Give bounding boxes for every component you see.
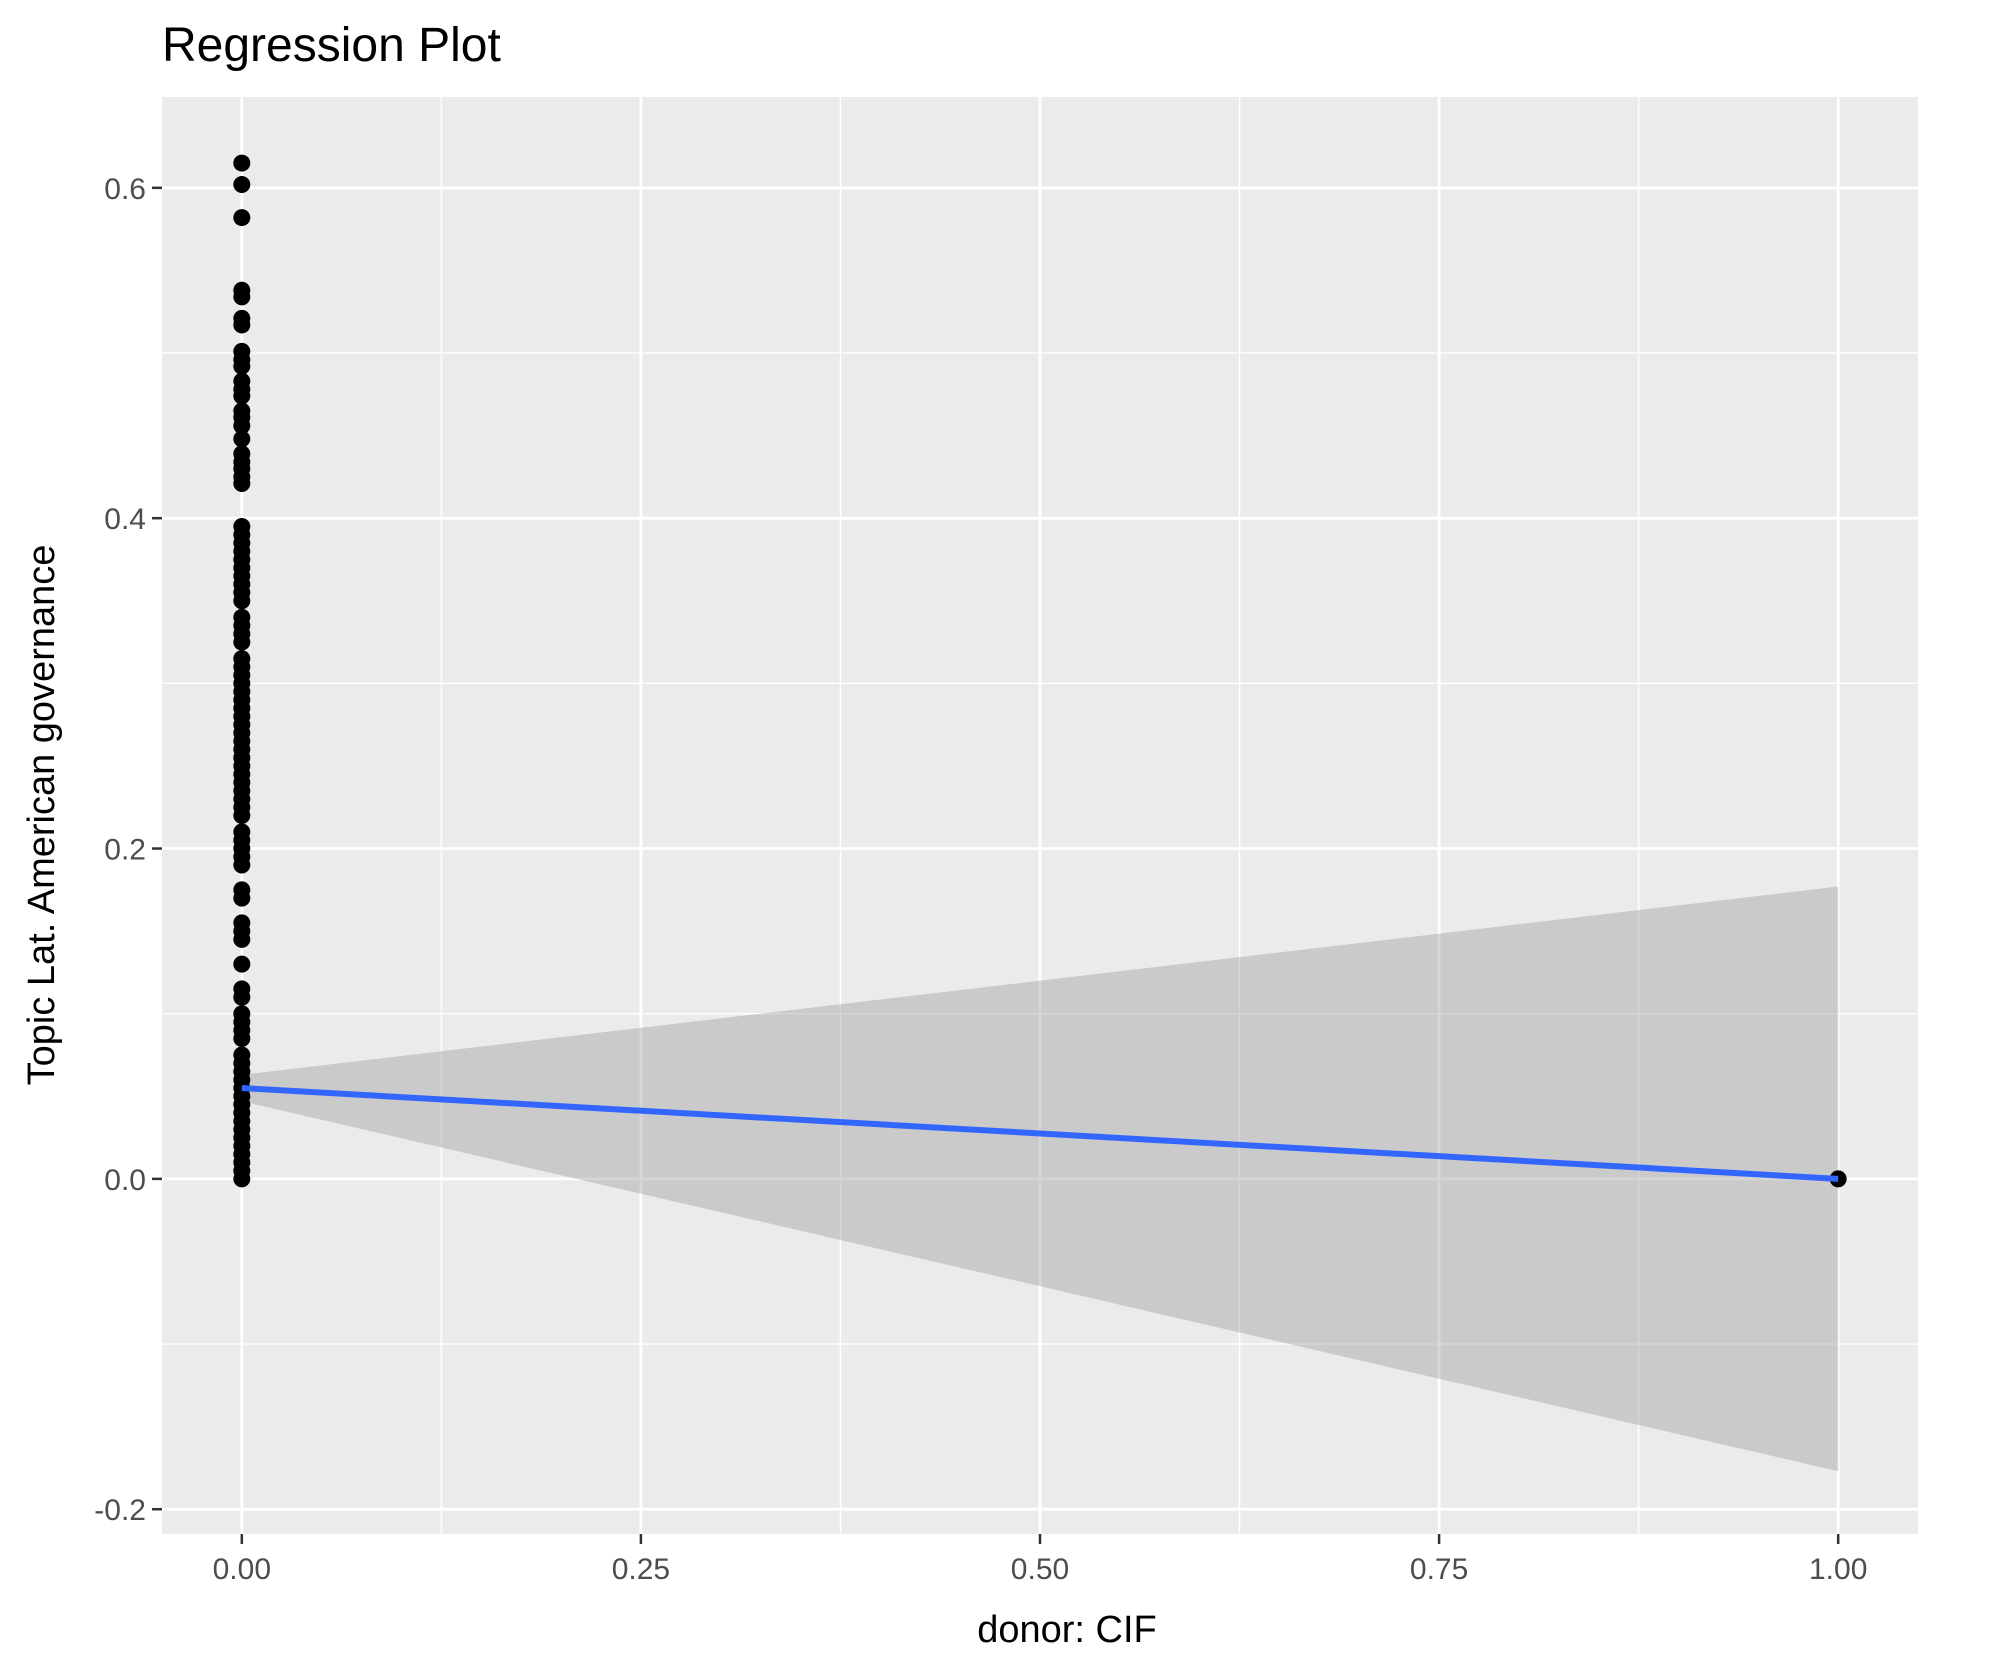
data-point bbox=[233, 417, 251, 435]
x-axis-title: donor: CIF bbox=[977, 1609, 1157, 1651]
data-point bbox=[233, 316, 251, 334]
data-points bbox=[233, 154, 1847, 1188]
x-tick-label: 1.00 bbox=[1809, 1553, 1867, 1586]
data-point bbox=[233, 889, 251, 907]
data-point bbox=[233, 930, 251, 948]
data-point bbox=[233, 988, 251, 1006]
data-point bbox=[233, 357, 251, 375]
data-point bbox=[233, 288, 251, 306]
y-axis-title: Topic Lat. American governance bbox=[21, 545, 63, 1086]
confidence-band-area bbox=[241, 886, 1839, 1472]
data-point bbox=[233, 633, 251, 651]
data-point bbox=[233, 807, 251, 824]
data-point bbox=[233, 176, 251, 194]
x-axis: 0.00 0.25 0.50 0.75 1.00 bbox=[213, 1534, 1867, 1586]
data-point bbox=[233, 154, 251, 172]
chart-title: Regression Plot bbox=[162, 19, 501, 72]
plot-panel bbox=[162, 97, 1918, 1534]
data-point bbox=[233, 475, 251, 493]
data-point bbox=[233, 955, 251, 973]
y-tick-label: 0.6 bbox=[104, 173, 146, 206]
y-axis: -0.2 0.0 0.2 0.4 0.6 bbox=[94, 173, 162, 1527]
regression-line bbox=[241, 1085, 1839, 1182]
y-tick-label: 0.2 bbox=[104, 834, 146, 867]
fit-line bbox=[241, 1085, 1839, 1182]
x-tick-label: 0.00 bbox=[213, 1553, 271, 1586]
data-point bbox=[233, 209, 251, 227]
y-tick-label: 0.0 bbox=[104, 1164, 146, 1197]
x-tick-label: 0.75 bbox=[1410, 1553, 1468, 1586]
y-tick-label: -0.2 bbox=[94, 1494, 146, 1527]
data-point bbox=[233, 856, 251, 874]
x-tick-label: 0.25 bbox=[612, 1553, 670, 1586]
y-tick-label: 0.4 bbox=[104, 503, 146, 536]
data-point bbox=[233, 592, 251, 610]
data-point bbox=[233, 430, 251, 448]
confidence-band bbox=[241, 886, 1839, 1472]
x-tick-label: 0.50 bbox=[1011, 1553, 1069, 1586]
data-point bbox=[233, 1170, 251, 1188]
data-point bbox=[233, 387, 251, 405]
data-point bbox=[233, 1029, 251, 1047]
